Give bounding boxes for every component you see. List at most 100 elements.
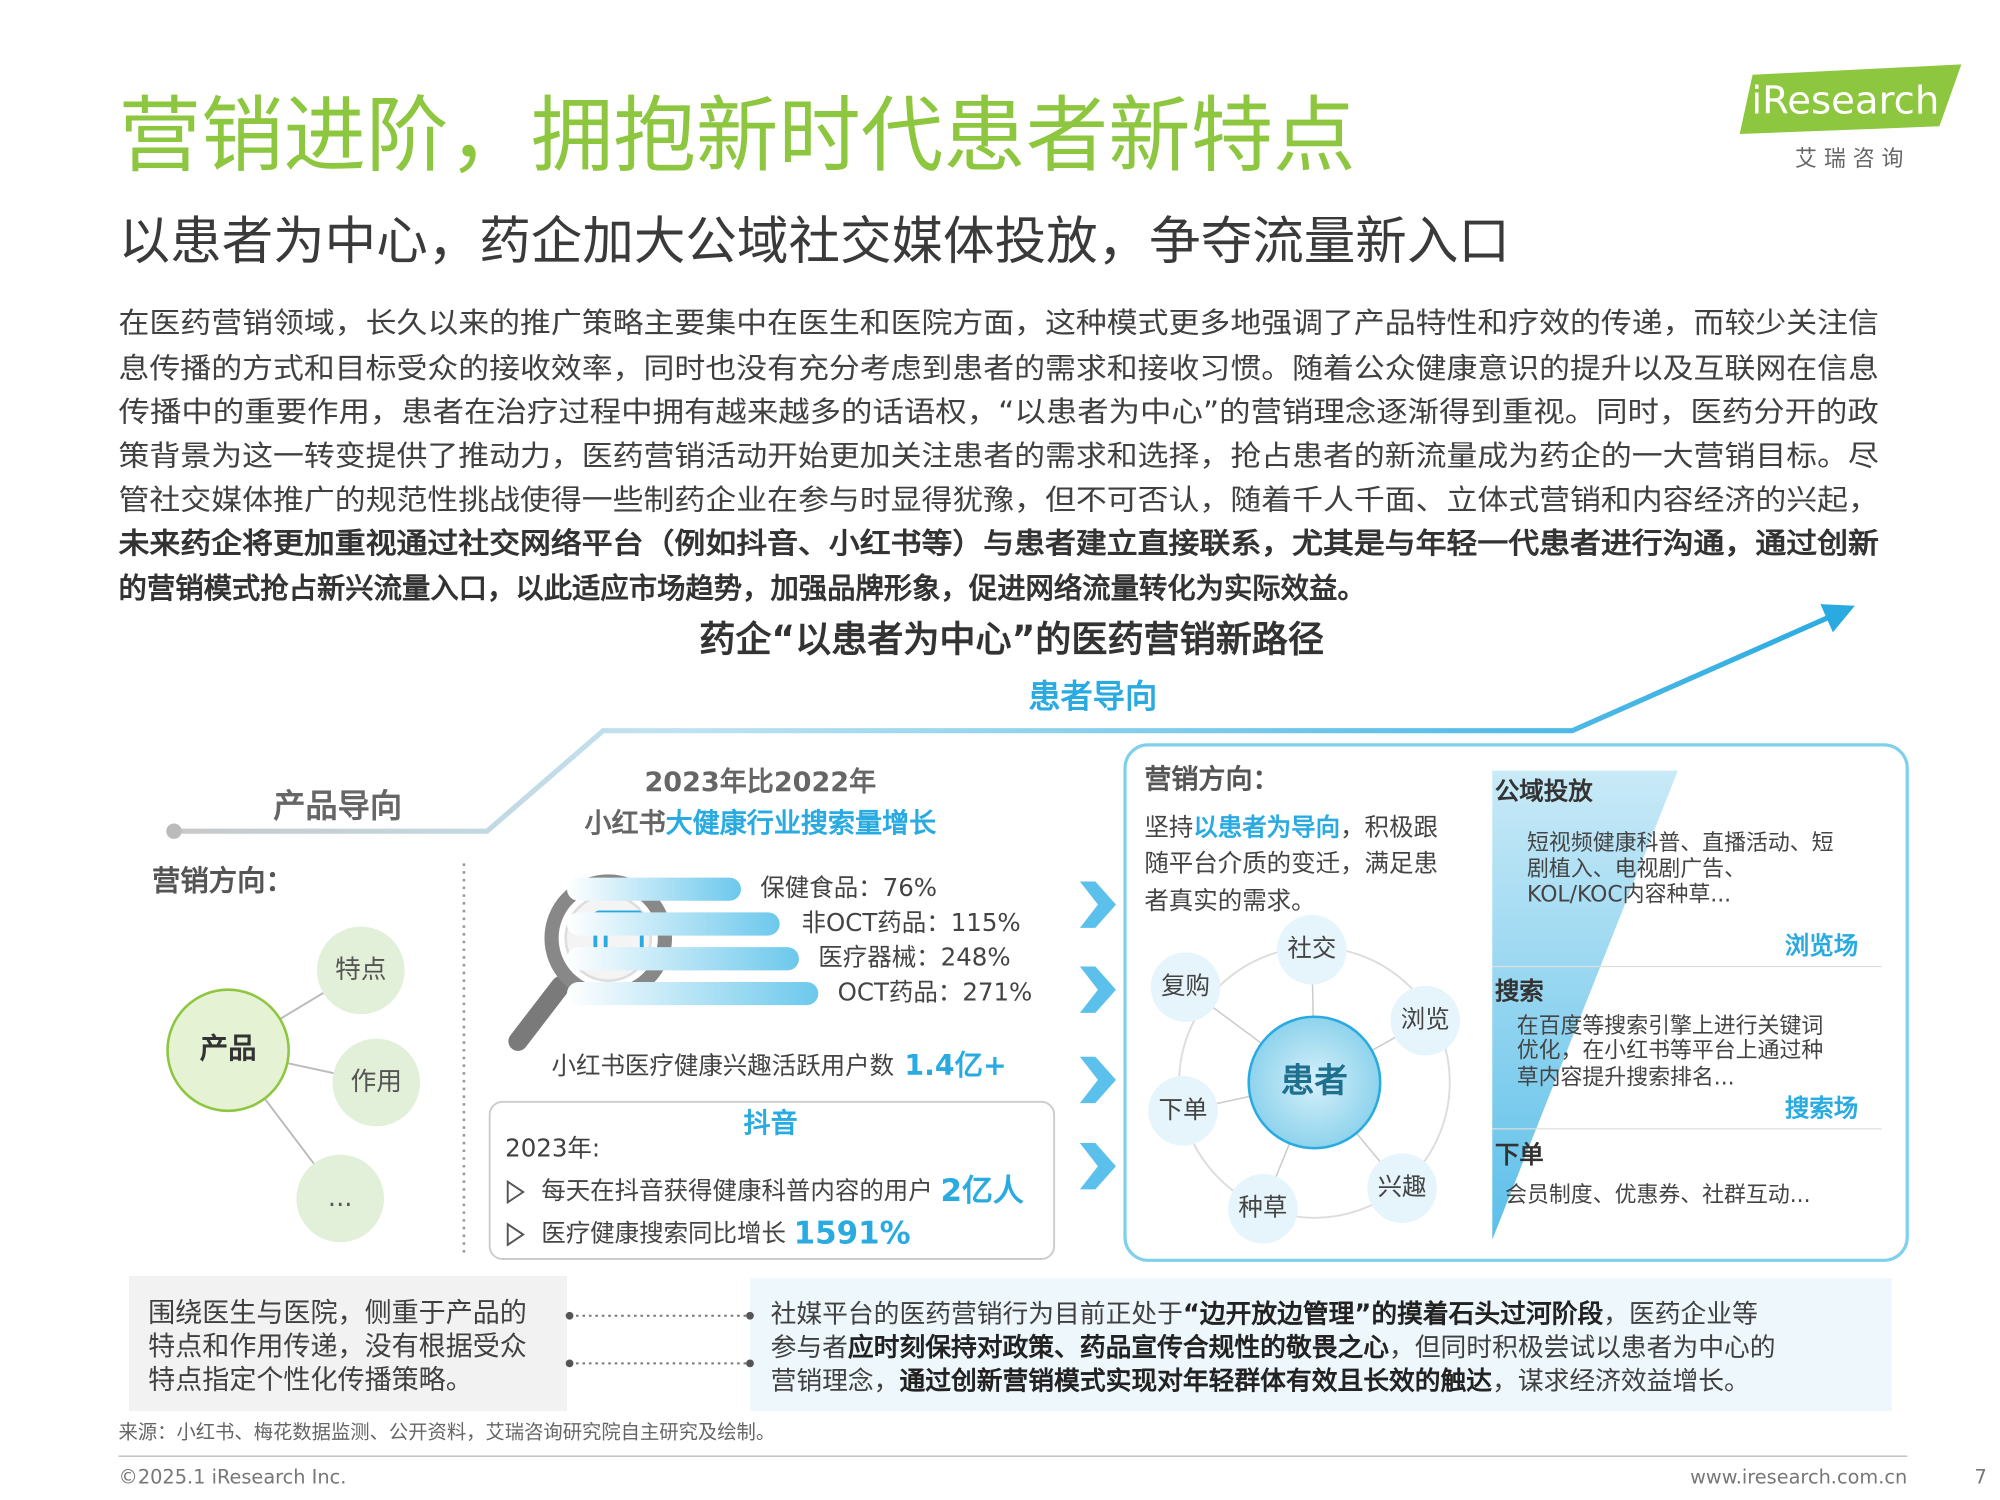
growth-bar [567,912,780,936]
channel-text: KOL/KOC内容种草... [1527,883,1731,908]
intro-line: 在医药营销领域，长久以来的推广策略主要集中在医生和医院方面，这种模式更多地强调了… [119,307,1879,340]
funnel [1492,770,1678,1240]
logo-text: iResearch [1751,79,1939,124]
douyin-box [488,1100,1056,1260]
douyin-bullet: 每天在抖音获得健康科普内容的用户 2亿人 [541,1173,1024,1209]
right-description: 随平台介质的变迁，满足患 [1144,849,1438,878]
intro-emphasis: 的营销模式抢占新兴流量入口，以此适应市场趋势，加强品牌形象，促进网络流量转化为实… [119,572,1366,605]
text-segment: 大健康行业搜索量增长 [666,807,937,839]
growth-bar [567,981,819,1006]
text-segment: 者真实的需求。 [1144,886,1315,915]
summary-right-line: 营销理念，通过创新营销模式实现对年轻群体有效且长效的触达，谋求经济效益增长。 [771,1365,1750,1396]
behavior-label: 复购 [1161,971,1210,1000]
summary-left-box [128,1275,568,1412]
channel-text: 剧植入、电视剧广告、 [1527,857,1746,882]
text-segment: ，谋求经济效益增长。 [1492,1366,1750,1396]
summary-right-line: 社媒平台的医药营销行为目前正处于“边开放边管理”的摸着石头过河阶段，医药企业等 [771,1298,1758,1329]
text-segment: 通过创新营销模式实现对年轻群体有效且长效的触达 [899,1365,1492,1396]
behavior-label: 兴趣 [1378,1172,1427,1201]
path-start [166,823,182,839]
text-segment: 随平台介质的变迁，满足患 [1144,849,1438,878]
text-segment: 营销理念， [771,1366,900,1396]
summary-left-line: 特点和作用传递，没有根据受众 [148,1331,527,1362]
channel-title: 公域投放 [1495,777,1593,806]
bullet [506,1222,525,1247]
connectors [569,1314,750,1365]
right-description: 者真实的需求。 [1144,886,1315,915]
channel-text: 短视频健康科普、直播活动、短 [1527,831,1833,856]
douyin-bullet: 医疗健康搜索同比增长 1591% [541,1215,910,1251]
source: 来源：小红书、梅花数据监测、公开资料，艾瑞咨询研究院自主研究及绘制。 [119,1420,776,1443]
behavior-node [1148,1076,1218,1146]
product-label: 产品 [200,1032,257,1065]
channel-text: 草内容提升搜索排名... [1517,1066,1735,1091]
text-segment: 小红书医疗健康兴趣活跃用户数 [552,1051,895,1080]
xhs-subheading: 小红书大健康行业搜索量增长 [584,807,937,839]
path-arrow [173,604,1855,834]
connector-dots [565,1311,754,1368]
behavior-node [1277,914,1347,985]
text-segment: 每天在抖音获得健康科普内容的用户 [541,1176,932,1205]
growth-label: 非OCT药品：115% [802,908,1021,937]
title: 营销进阶，拥抱新时代患者新特点 [119,88,1356,184]
feature-label: 特点 [335,955,387,985]
channel-title: 下单 [1495,1140,1544,1169]
xhs-users: 小红书医疗健康兴趣活跃用户数 1.4亿+ [552,1049,1007,1082]
left-heading: 营销方向： [152,865,294,898]
douyin-year: 2023年: [505,1133,600,1162]
summary-right-line: 参与者应时刻保持对政策、药品宣传合规性的敬畏之心，但同时积极尝试以患者为中心的 [771,1331,1776,1362]
patient-label: 患者 [1281,1061,1348,1100]
product-oriented: 产品导向 [273,787,402,825]
diagram-title: 药企“以患者为中心”的医药营销新路径 [699,619,1324,661]
behavior-node [1150,952,1221,1022]
growth-label: 医疗器械：248% [818,943,1010,972]
page-number: 7 [1975,1466,1987,1489]
text-segment: 医疗健康搜索同比增长 [541,1219,786,1248]
text-segment: “边开放边管理”的摸着石头过河阶段 [1183,1298,1604,1329]
text-segment: ，积极跟 [1340,813,1438,842]
text-segment: 以患者为导向 [1193,813,1340,842]
xhs-heading: 2023年比2022年 [644,766,876,798]
chevrons [1079,881,1116,1190]
behavior-node [1390,985,1461,1056]
behavior-node [1228,1173,1298,1244]
text-segment: 社媒平台的医药营销行为目前正处于 [771,1299,1183,1329]
text-segment: 1591% [794,1215,911,1251]
channel-text: 会员制度、优惠券、社群互动... [1505,1183,1810,1208]
feature-node [317,926,405,1015]
summary-left-line: 特点指定个性化传播策略。 [148,1365,473,1396]
intro-line: 传播中的重要作用，患者在治疗过程中拥有越来越多的话语权，“以患者为中心”的营销理… [119,396,1879,429]
text-segment: 坚持 [1144,813,1193,842]
text-segment: 小红书 [584,807,665,839]
text-segment: 1.4亿+ [904,1049,1006,1082]
text-segment: ，但同时积极尝试以患者为中心的 [1389,1332,1775,1362]
behavior-node [1367,1153,1437,1223]
feature-label: ... [328,1183,353,1213]
channel-text: 优化，在小红书等平台上通过种 [1517,1039,1823,1064]
behavior-label: 社交 [1287,934,1336,963]
intro-emphasis: 未来药企将更加重视通过社交网络平台（例如抖音、小红书等）与患者建立直接联系，尤其… [119,527,1879,560]
text-segment: ，医药企业等 [1603,1299,1758,1329]
channel-scene: 搜索场 [1785,1094,1858,1123]
feature-node [332,1038,421,1127]
text-segment: 参与者 [771,1332,848,1362]
growth-label: OCT药品：271% [838,978,1033,1007]
feature-label: 作用 [351,1067,403,1097]
growth-label: 保健食品：76% [760,873,937,902]
product-node [166,988,290,1113]
douyin-heading: 抖音 [744,1108,798,1140]
intro-line: 息传播的方式和目标受众的接收效率，同时也没有充分考虑到患者的需求和接收习惯。随着… [119,352,1879,385]
intro-line: 策背景为这一转变提供了推动力，医药营销活动开始更加关注患者的需求和选择，抢占患者… [119,439,1879,472]
logo-badge [1739,64,1962,135]
behavior-label: 种草 [1238,1193,1287,1222]
copyright: ©2025.1 iResearch Inc. [119,1466,347,1489]
summary-left-line: 围绕医生与医院，侧重于产品的 [148,1298,527,1329]
intro-line: 管社交媒体推广的规范性挑战使得一些制药企业在参与时显得犹豫，但不可否认，随着千人… [119,483,1879,516]
text-segment: 2亿人 [940,1173,1023,1209]
growth-bar [567,947,799,971]
behavior-label: 下单 [1159,1095,1208,1124]
right-description: 坚持以患者为导向，积极跟 [1144,813,1438,842]
right-heading: 营销方向： [1144,763,1279,795]
